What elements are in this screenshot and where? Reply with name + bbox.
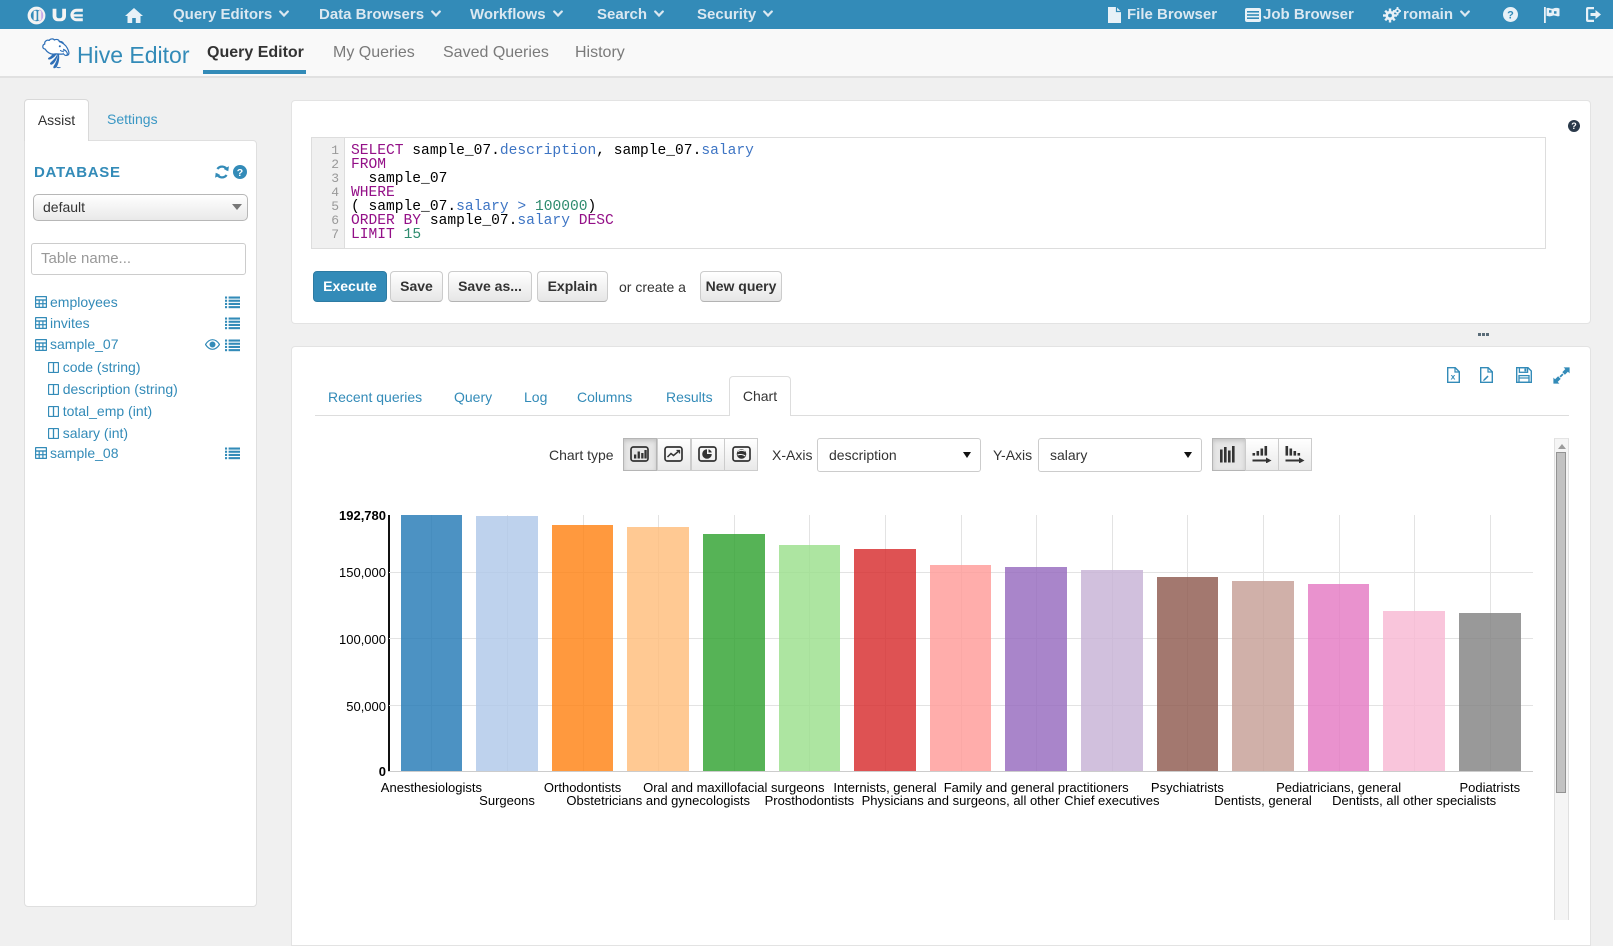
svg-text:?: ? xyxy=(1571,121,1577,131)
svg-text:?: ? xyxy=(1507,9,1514,21)
svg-text:x: x xyxy=(1451,372,1456,382)
svg-text:?: ? xyxy=(237,167,243,179)
